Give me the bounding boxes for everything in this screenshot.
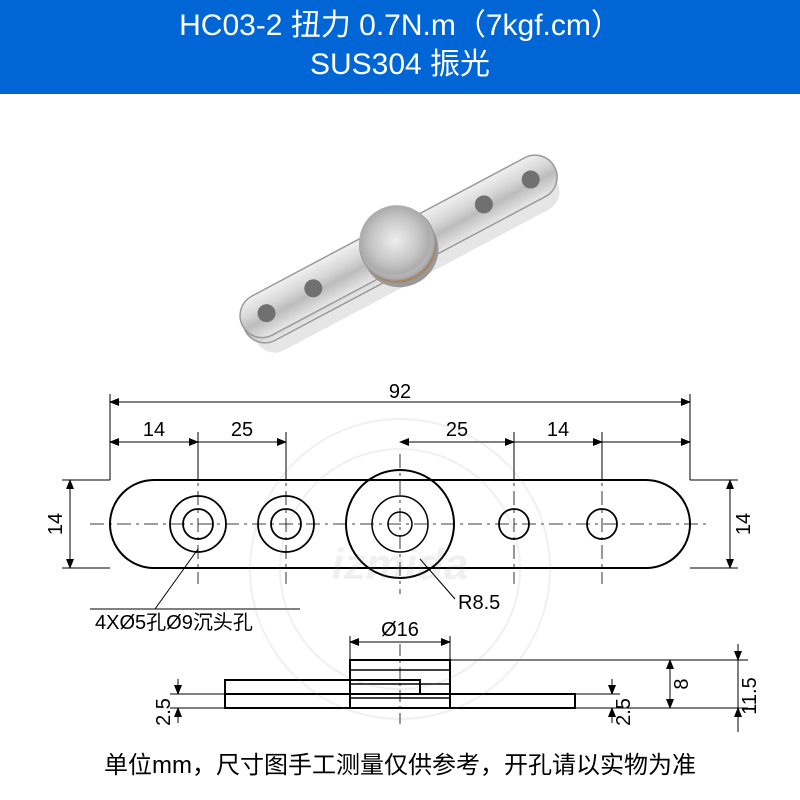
- dim-seg-a: 14: [143, 419, 165, 441]
- hole-note: 4XØ5孔Ø9沉头孔: [95, 611, 253, 634]
- dim-radius: R8.5: [458, 592, 500, 614]
- dim-thk-right: 2.5: [613, 698, 635, 726]
- tech-drawing-svg: 92 14 25 25 14: [0, 384, 800, 754]
- dim-dia16: Ø16: [381, 619, 419, 641]
- engineering-drawing: izmida: [0, 384, 800, 754]
- dim-thk-left: 2.5: [153, 698, 175, 726]
- dim-overall: 92: [389, 384, 411, 403]
- dim-h-left: 14: [45, 513, 67, 535]
- dim-h-right: 14: [733, 513, 755, 535]
- dim-seg-d: 14: [547, 419, 569, 441]
- dim-seg-c: 25: [446, 419, 468, 441]
- footer-note: 单位mm，尺寸图手工测量仅供参考，开孔请以实物为准: [0, 745, 800, 780]
- product-render: [0, 94, 800, 384]
- title-header: HC03-2 扭力 0.7N.m（7kgf.cm） SUS304 振光: [0, 0, 800, 94]
- product-photo: [0, 94, 800, 384]
- dim-seg-b: 25: [231, 419, 253, 441]
- side-view: Ø16 2.5 2.5 8: [153, 619, 761, 732]
- dim-total-h: 11.5: [739, 677, 761, 714]
- title-line2: SUS304 振光: [0, 45, 800, 84]
- dim-stack-8: 8: [671, 678, 693, 689]
- top-view: 92 14 25 25 14: [45, 384, 755, 634]
- title-line1: HC03-2 扭力 0.7N.m（7kgf.cm）: [0, 6, 800, 45]
